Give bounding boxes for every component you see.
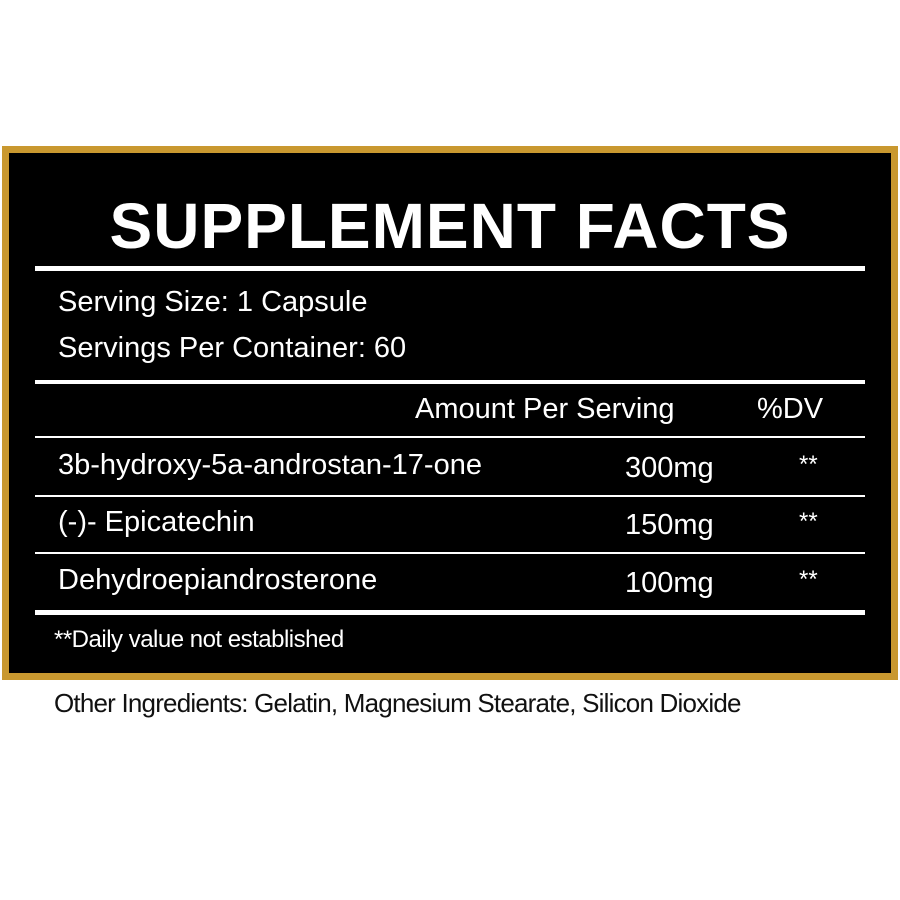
ingredient-dv: **: [799, 451, 818, 478]
servings-per-container: Servings Per Container: 60: [58, 332, 407, 364]
ingredient-amount: 100mg: [625, 567, 714, 599]
supplement-facts-panel: SUPPLEMENT FACTS Serving Size: 1 Capsule…: [2, 146, 898, 680]
dv-header: %DV: [757, 393, 824, 425]
divider-thin: [35, 552, 865, 554]
divider-thin: [35, 495, 865, 497]
ingredient-amount: 150mg: [625, 509, 714, 541]
ingredient-dv: **: [799, 508, 818, 535]
amount-header: Amount Per Serving: [415, 393, 675, 425]
other-ingredients: Other Ingredients: Gelatin, Magnesium St…: [54, 688, 741, 718]
divider-thin: [35, 436, 865, 438]
divider-thick: [35, 266, 865, 271]
ingredient-amount: 300mg: [625, 452, 714, 484]
ingredient-name: Dehydroepiandrosterone: [58, 564, 378, 596]
divider-thick: [35, 610, 865, 615]
footnote: **Daily value not established: [54, 626, 344, 653]
panel-title: SUPPLEMENT FACTS: [109, 190, 791, 262]
serving-size: Serving Size: 1 Capsule: [58, 286, 368, 318]
ingredient-name: (-)- Epicatechin: [58, 506, 255, 538]
divider: [35, 380, 865, 384]
ingredient-dv: **: [799, 566, 818, 593]
ingredient-name: 3b-hydroxy-5a-androstan-17-one: [58, 449, 482, 481]
